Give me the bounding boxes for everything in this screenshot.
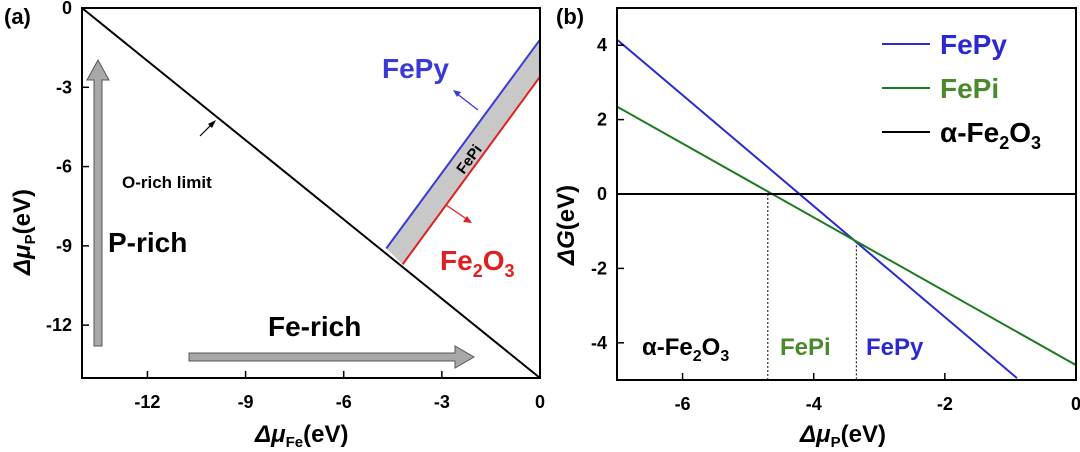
- panel-a-xtick-label: 0: [535, 392, 545, 412]
- fe2o3-arrow: [445, 204, 469, 221]
- o-rich-arrowhead: [208, 120, 216, 128]
- panel-b-ytick-label: -4: [591, 333, 607, 353]
- panel-a-xtick-label: -12: [134, 392, 160, 412]
- panel-a-xtick-label: -6: [336, 392, 352, 412]
- panel-b: (b) -6 -4 -2 0 4 2 0 -2 -4 FePy FePi α-Fe2O3 α-F…: [553, 4, 1080, 451]
- panel-b-ytick-label: -2: [591, 258, 607, 278]
- panel-a-frame: [81, 7, 541, 379]
- panel-a-ytick-label: 0: [62, 0, 72, 18]
- legend-label-fe2o3: α-Fe2O3: [940, 117, 1041, 153]
- fepy-arrow: [455, 92, 479, 111]
- fepi-stability-region: [386, 39, 540, 265]
- legend-label-fepy: FePy: [940, 29, 1007, 60]
- panel-a-label: (a): [4, 4, 31, 29]
- o-rich-limit-line: [81, 7, 541, 379]
- panel-b-ytick-label: 0: [597, 184, 607, 204]
- panel-b-xtick-label: -2: [937, 394, 953, 414]
- fe2o3-label: Fe2O3: [440, 245, 515, 281]
- fepy-label: FePy: [382, 53, 449, 84]
- region-label-fepi: FePi: [780, 334, 831, 361]
- panel-a-xlabel: ΔμFe(eV): [254, 421, 348, 451]
- o-rich-label: O-rich limit: [122, 173, 212, 192]
- panel-a-ytick-label: -6: [56, 157, 72, 177]
- fe2o3-line: [401, 76, 541, 265]
- region-label-fepy: FePy: [866, 334, 924, 361]
- panel-b-ylabel: ΔG(eV): [553, 185, 580, 266]
- panel-a-ytick-label: -9: [56, 236, 72, 256]
- fepy-arrowhead: [453, 90, 461, 97]
- panel-a-xtick-label: -9: [238, 392, 254, 412]
- panel-b-label: (b): [556, 4, 584, 29]
- panel-b-xtick-label: 0: [1071, 394, 1080, 414]
- fe-rich-label: Fe-rich: [268, 311, 361, 342]
- legend-label-fepi: FePi: [940, 73, 999, 104]
- p-rich-label: P-rich: [108, 227, 187, 258]
- legend: FePy FePi α-Fe2O3: [882, 29, 1041, 153]
- region-label-fe2o3: α-Fe2O3: [642, 334, 729, 365]
- panel-a-ytick-label: -3: [56, 77, 72, 97]
- fepi-line: [616, 105, 1077, 366]
- panel-b-ytick-label: 2: [597, 110, 607, 130]
- fepy-line: [385, 39, 541, 250]
- fe2o3-arrowhead: [463, 216, 472, 223]
- panel-b-xlabel: ΔμP(eV): [799, 421, 886, 451]
- panel-a: (a) -12 -9 -6 -3 00-3-6-9-12 FePi FePy Fe2O3…: [4, 0, 545, 451]
- panel-a-ylabel: ΔμP(eV): [9, 189, 39, 276]
- panel-b-ytick-label: 4: [597, 35, 607, 55]
- panel-a-xtick-label: -3: [434, 392, 450, 412]
- p-rich-arrow: [86, 58, 110, 347]
- panel-b-xtick-label: -4: [806, 394, 822, 414]
- fe-rich-arrow: [188, 345, 475, 369]
- panel-a-ytick-label: -12: [46, 315, 72, 335]
- panel-b-xtick-label: -6: [675, 394, 691, 414]
- fepy-line: [616, 38, 1018, 379]
